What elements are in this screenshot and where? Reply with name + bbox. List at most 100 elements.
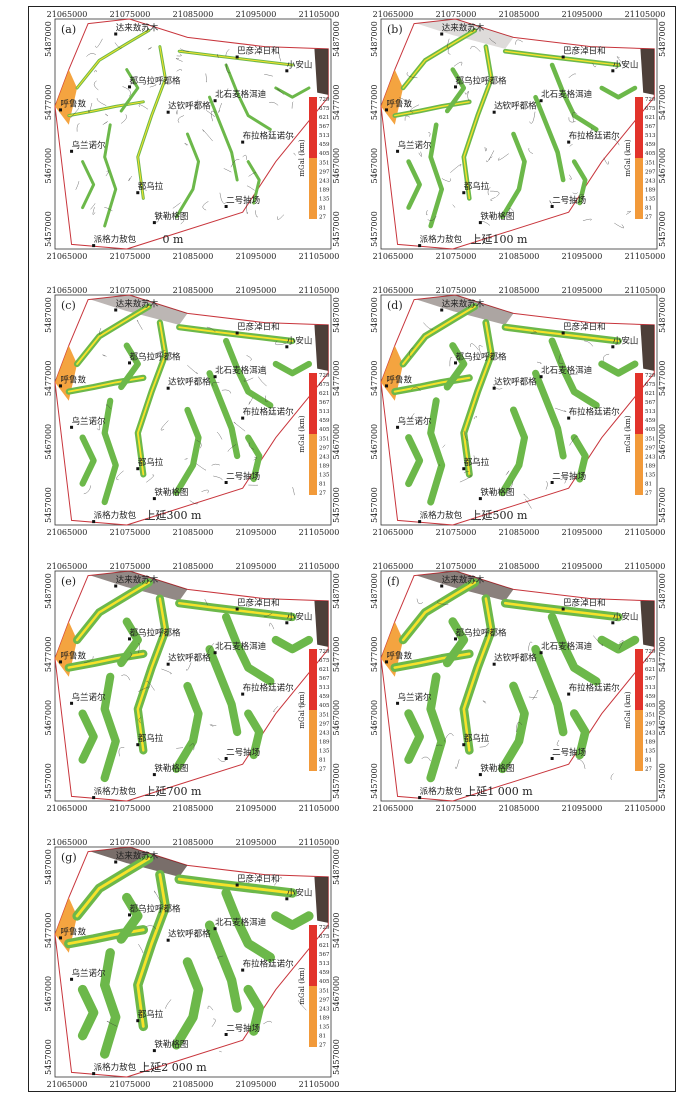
colorbar-tick-label: 243 <box>645 730 656 736</box>
x-tick-label-bottom: 21065000 <box>373 252 414 261</box>
x-tick-label-top: 21085000 <box>499 10 540 19</box>
place-label: 都乌拉 <box>464 181 490 192</box>
map-svg: 21065000 21065000 21075000 21075000 21085000… <box>44 10 341 261</box>
gradient-contour <box>467 91 470 102</box>
colorbar-tick-label: 27 <box>319 766 326 772</box>
gradient-contour <box>202 129 213 142</box>
colorbar-top <box>309 649 317 710</box>
gradient-contour <box>189 500 199 505</box>
gradient-contour <box>569 143 573 147</box>
map-panel-d: 21065000 21065000 21075000 21075000 21085000… <box>355 283 677 545</box>
gradient-contour <box>487 187 491 196</box>
place-marker <box>70 149 74 153</box>
gradient-contour <box>213 475 223 481</box>
lineament-band <box>533 94 566 183</box>
place-marker <box>561 607 565 611</box>
lineament-band <box>498 681 529 774</box>
y-tick-label-left: 5487000 <box>370 297 379 333</box>
panel-caption: 上延100 m <box>471 233 528 246</box>
gradient-contour <box>102 354 107 357</box>
place-marker <box>462 191 466 195</box>
place-label: 都乌拉呼都格 <box>456 351 508 362</box>
gradient-contour <box>149 84 157 88</box>
y-tick-label-left: 5487000 <box>44 849 53 885</box>
gradient-contour <box>243 377 254 382</box>
y-tick-label-left: 5477000 <box>44 361 53 397</box>
x-tick-label-bottom: 21075000 <box>436 252 477 261</box>
gradient-contour <box>196 99 202 105</box>
place-marker <box>478 773 482 777</box>
colorbar-tick-label: 189 <box>645 187 656 193</box>
place-label: 派格力敖包 <box>94 510 137 521</box>
y-tick-label-left: 5487000 <box>370 21 379 57</box>
panel-caption: 上延300 m <box>145 509 202 522</box>
x-tick-label-bottom: 21095000 <box>562 252 603 261</box>
gradient-contour <box>406 72 418 79</box>
place-label: 北石麦格洱迪 <box>215 641 267 652</box>
gradient-contour <box>616 56 628 68</box>
place-label: 都乌拉呼都格 <box>130 351 182 362</box>
y-tick-label-left: 5487000 <box>44 297 53 333</box>
gradient-contour <box>96 422 101 431</box>
gradient-contour <box>560 478 567 484</box>
place-marker <box>454 637 458 641</box>
gradient-contour <box>155 350 166 357</box>
x-tick-label-bottom: 21095000 <box>236 1080 277 1089</box>
x-tick-label-bottom: 21075000 <box>436 528 477 537</box>
colorbar-bottom <box>309 434 317 495</box>
x-tick-label-bottom: 21065000 <box>47 528 88 537</box>
x-tick-label-top: 21095000 <box>236 10 277 19</box>
gradient-contour <box>408 413 415 422</box>
place-label: 达来敖苏木 <box>116 299 159 310</box>
gradient-contour <box>95 38 103 48</box>
colorbar-tick-label: 81 <box>319 481 326 487</box>
place-marker <box>166 386 170 390</box>
colorbar-tick-label: 729 <box>319 925 330 931</box>
gradient-contour <box>459 474 472 483</box>
lineament-core <box>402 29 476 89</box>
gradient-contour <box>489 37 497 44</box>
colorbar-tick-label: 675 <box>319 106 330 112</box>
anomaly-band-east <box>314 876 329 923</box>
gradient-contour <box>138 717 142 724</box>
lineament-core <box>75 581 151 642</box>
place-marker <box>492 662 496 666</box>
gradient-contour <box>165 999 172 1009</box>
anomaly-band-east <box>314 324 329 371</box>
colorbar-tick-label: 243 <box>319 1006 330 1012</box>
place-label: 乌兰诺尔 <box>72 968 107 979</box>
gradient-contour <box>404 115 411 121</box>
place-marker <box>241 692 245 696</box>
place-label: 都乌拉呼都格 <box>456 627 508 638</box>
gradient-contour <box>105 170 110 177</box>
gradient-contour <box>508 208 514 213</box>
colorbar-tick-label: 27 <box>319 490 326 496</box>
colorbar-tick-label: 135 <box>645 748 656 754</box>
place-marker <box>136 743 140 747</box>
gradient-contour <box>530 330 537 334</box>
place-label: 二号抽场 <box>226 1023 260 1034</box>
place-marker <box>611 69 615 73</box>
gradient-contour <box>486 150 495 163</box>
x-tick-label-top: 21095000 <box>236 838 277 847</box>
place-label: 布拉格廷诺尔 <box>569 407 621 418</box>
place-marker <box>92 1072 96 1076</box>
gradient-contour <box>569 435 578 446</box>
gradient-contour <box>572 111 578 123</box>
lineament-band <box>117 617 142 668</box>
lineament-band <box>245 434 263 483</box>
lineament-core <box>503 601 620 619</box>
colorbar-tick-label: 675 <box>645 382 656 388</box>
gradient-contour <box>189 743 195 751</box>
x-tick-label-bottom: 21105000 <box>625 528 666 537</box>
gradient-contour <box>463 430 469 441</box>
x-tick-label-bottom: 21095000 <box>562 528 603 537</box>
y-tick-label-right: 5477000 <box>658 85 667 121</box>
lineament-band <box>206 370 241 460</box>
place-marker <box>224 205 228 208</box>
place-marker <box>224 757 228 760</box>
gradient-contour <box>246 203 248 215</box>
gradient-contour <box>410 104 420 113</box>
gradient-contour <box>428 132 431 137</box>
place-marker <box>611 621 615 625</box>
